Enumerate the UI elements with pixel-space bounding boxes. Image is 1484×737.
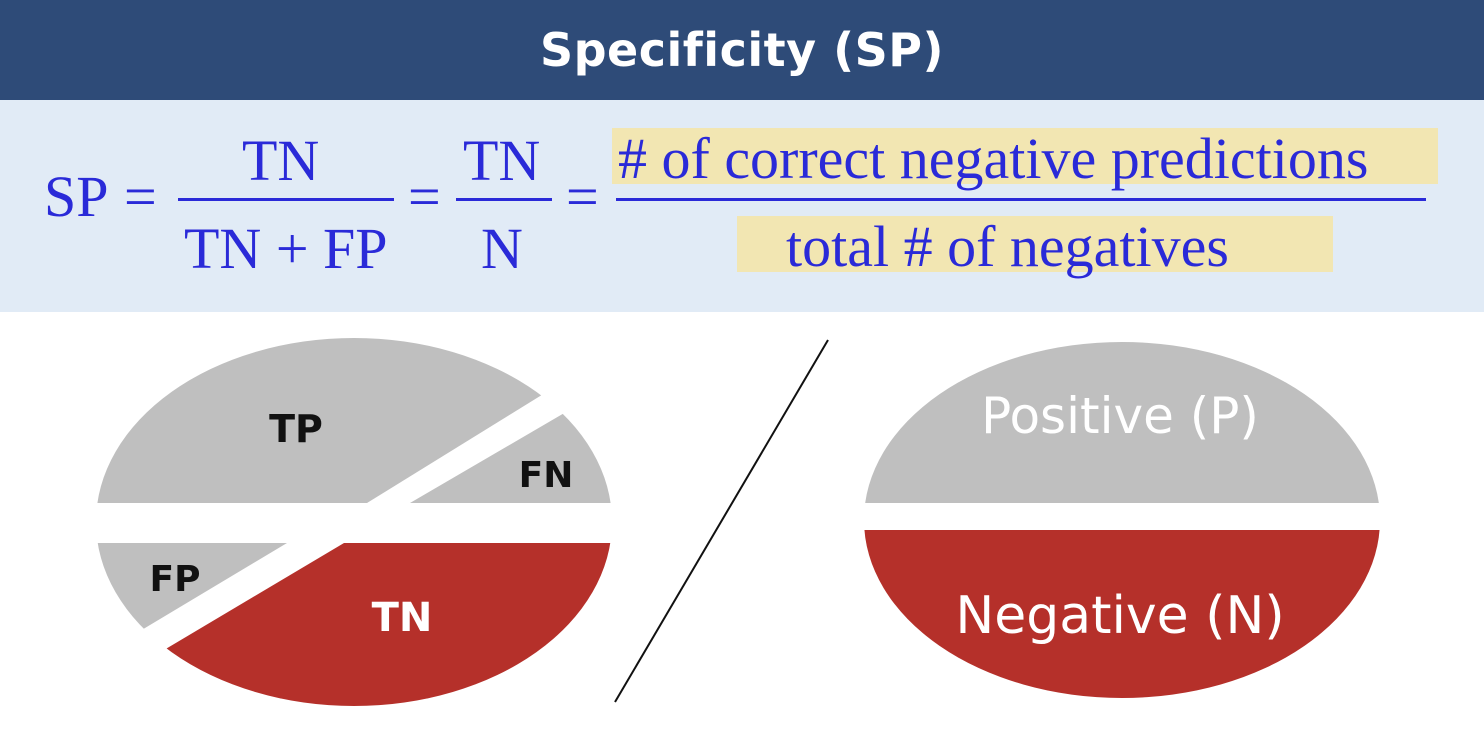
- frac2-numerator: TN: [463, 128, 541, 193]
- numerator-highlight: [612, 128, 1438, 184]
- frac1-numerator: TN: [242, 128, 320, 193]
- equals-sign-2: =: [408, 164, 441, 229]
- ellipse-label-negative: Negative (N): [955, 586, 1284, 646]
- diagram-area: TP FN FP TN Positive (P) Negative (N): [96, 338, 1380, 706]
- frac1-line: [178, 198, 394, 201]
- frac2-denominator: N: [481, 216, 523, 281]
- slice-label-tp: TP: [269, 407, 323, 451]
- formula-lhs: SP: [44, 164, 109, 229]
- frac3-line: [616, 198, 1426, 201]
- title-bar: Specificity (SP): [0, 0, 1484, 100]
- slice-label-tn: TN: [372, 595, 433, 641]
- frac3-numerator: # of correct negative predictions: [618, 126, 1369, 191]
- frac1-denominator: TN + FP: [184, 216, 388, 281]
- denominator-highlight: [737, 216, 1333, 272]
- frac3-denominator: total # of negatives: [786, 214, 1229, 279]
- formula-band: SP = TN TN + FP = TN N = # of correct ne…: [0, 100, 1484, 312]
- equals-sign-3: =: [566, 164, 599, 229]
- page-title: Specificity (SP): [540, 23, 944, 77]
- divider-line: [614, 339, 829, 703]
- slice-fp: [96, 543, 287, 680]
- equals-sign-1: =: [124, 164, 157, 229]
- confusion-pie: [96, 338, 612, 706]
- ellipse-label-positive: Positive (P): [981, 387, 1259, 445]
- slice-label-fn: FN: [519, 455, 574, 496]
- frac2-line: [456, 198, 552, 201]
- slice-label-fp: FP: [150, 559, 201, 600]
- slice-fn: [410, 380, 612, 503]
